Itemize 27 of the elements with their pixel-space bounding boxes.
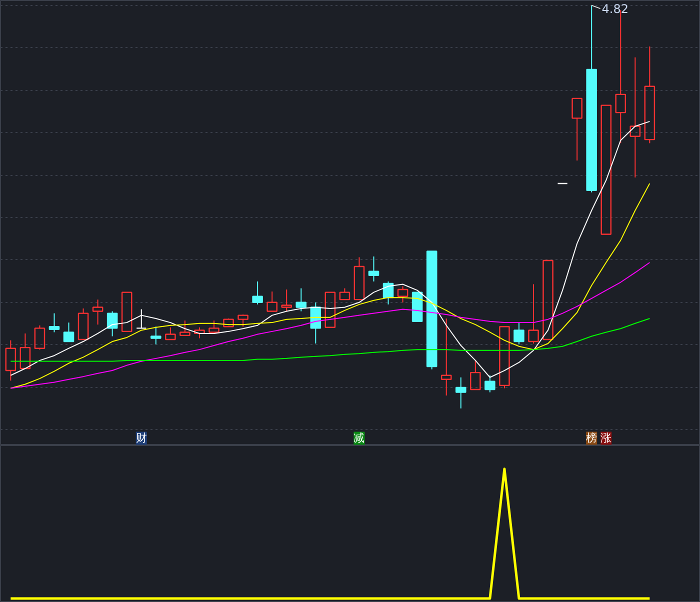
annotation: 4.82 bbox=[602, 2, 628, 16]
text: 榜 bbox=[586, 432, 598, 445]
candlestick bbox=[20, 332, 31, 370]
candlestick bbox=[440, 318, 452, 396]
candlestick bbox=[455, 376, 466, 409]
candlestick bbox=[542, 260, 554, 340]
candlestick bbox=[180, 320, 190, 336]
candlestick bbox=[426, 250, 438, 370]
text: 减 bbox=[354, 432, 365, 445]
text: 涨 bbox=[600, 432, 612, 445]
text: 财 bbox=[136, 432, 147, 445]
candlestick bbox=[630, 56, 641, 178]
candlestick bbox=[470, 360, 481, 390]
candlestick bbox=[150, 326, 162, 345]
candlestick bbox=[368, 256, 380, 282]
candlestick bbox=[600, 104, 612, 235]
candlestick bbox=[136, 308, 147, 329]
candlestick bbox=[412, 292, 423, 322]
candlestick bbox=[121, 292, 132, 332]
candlestick bbox=[5, 340, 16, 382]
candlestick bbox=[324, 292, 336, 328]
candlestick bbox=[266, 291, 278, 312]
candlestick bbox=[499, 326, 510, 389]
candlestick bbox=[572, 98, 582, 162]
candlestick bbox=[354, 256, 365, 300]
candlestick bbox=[63, 322, 74, 342]
candlestick bbox=[92, 299, 104, 326]
